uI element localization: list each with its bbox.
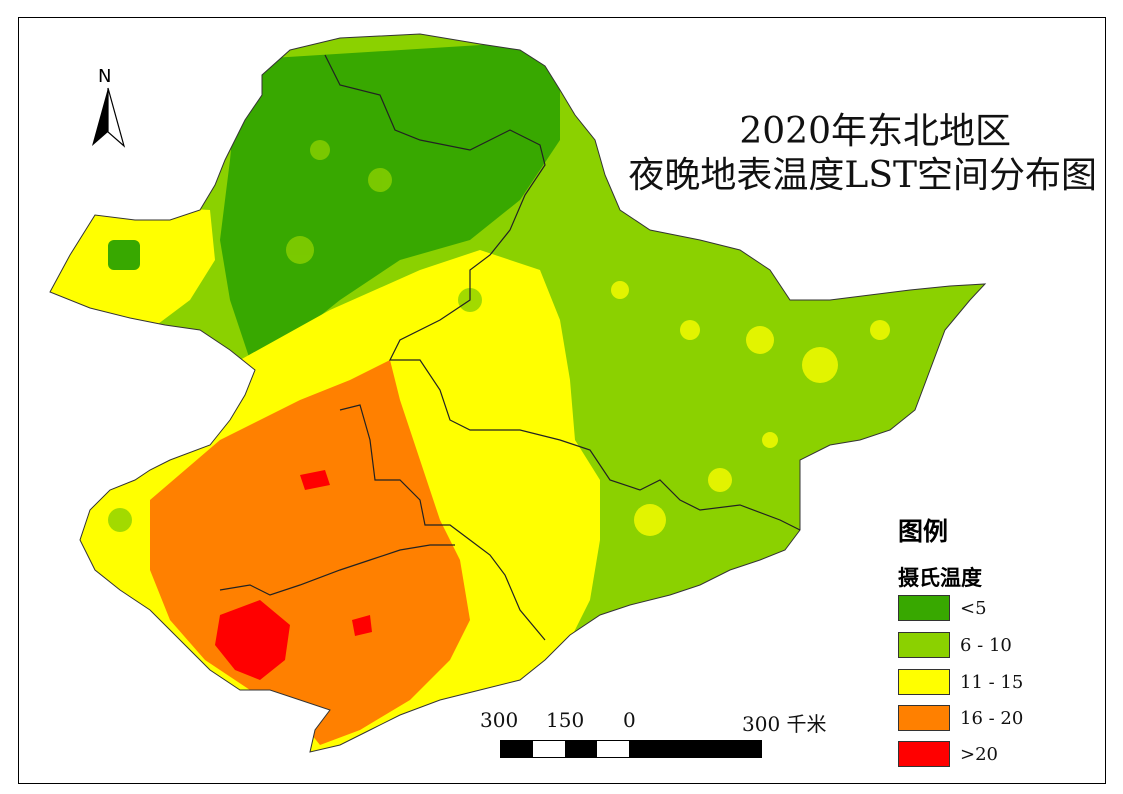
scale-label-150: 150 [546, 708, 585, 732]
legend-swatch [898, 705, 950, 731]
texture-speckles [611, 281, 890, 536]
legend-title: 图例 [898, 517, 949, 546]
zone-above-20-c [352, 615, 372, 636]
map-frame [18, 17, 1106, 784]
scale-segment [565, 741, 597, 757]
legend-label: 11 - 15 [960, 671, 1024, 693]
legend-label: 16 - 20 [960, 707, 1024, 729]
scale-segment [533, 741, 565, 757]
zone-above-20-a [215, 600, 290, 680]
legend-item-above-20: >20 [898, 741, 998, 767]
lake-patch [108, 240, 140, 270]
legend-item-11-15: 11 - 15 [898, 669, 1023, 695]
scale-segment [501, 741, 533, 757]
scale-label-0: 0 [623, 708, 636, 732]
boundary-hl-jl [324, 54, 801, 531]
boundary-nm-ln [219, 544, 455, 596]
region-outline [49, 33, 987, 753]
legend-swatch [898, 669, 950, 695]
scale-label-300-km: 300 千米 [742, 712, 827, 736]
legend-item-16-20: 16 - 20 [898, 705, 1023, 731]
legend-label: >20 [960, 743, 998, 765]
legend-subtitle: 摄氏温度 [898, 566, 982, 590]
legend-label: 6 - 10 [960, 634, 1012, 656]
scale-label-300-left: 300 [480, 708, 519, 732]
legend-swatch [898, 595, 950, 621]
north-label: N [98, 66, 112, 87]
province-boundaries [219, 54, 801, 641]
legend-swatch [898, 632, 950, 658]
zone-above-20-b [300, 470, 330, 490]
map-title-line1: 2020年东北地区 [739, 111, 1011, 152]
map-title-line2: 夜晚地表温度LST空间分布图 [628, 155, 1097, 196]
zone-below-5 [220, 40, 560, 360]
north-arrow-icon [88, 66, 128, 152]
legend-label: <5 [960, 597, 987, 619]
legend-swatch [898, 741, 950, 767]
legend-item-6-10: 6 - 10 [898, 632, 1012, 658]
boundary-jl-ln [339, 404, 546, 641]
scale-segment [629, 741, 761, 757]
scale-bar [500, 740, 762, 758]
legend-item-below-5: <5 [898, 595, 987, 621]
scale-segment [597, 741, 629, 757]
